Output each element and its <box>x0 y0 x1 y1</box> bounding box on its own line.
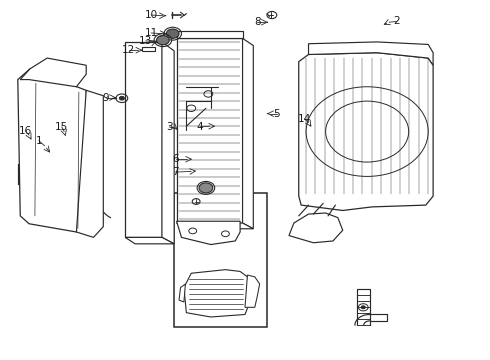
Text: 16: 16 <box>19 126 32 135</box>
Polygon shape <box>184 270 250 317</box>
Text: 2: 2 <box>393 17 400 27</box>
Text: 10: 10 <box>145 10 158 20</box>
Polygon shape <box>309 42 433 65</box>
Polygon shape <box>162 42 174 244</box>
Polygon shape <box>18 69 86 232</box>
Text: 3: 3 <box>166 122 172 132</box>
Text: 5: 5 <box>273 109 280 119</box>
Polygon shape <box>179 284 185 302</box>
Circle shape <box>199 183 213 193</box>
Text: 15: 15 <box>55 122 69 132</box>
Text: 9: 9 <box>102 93 109 103</box>
Polygon shape <box>143 46 155 51</box>
Polygon shape <box>76 90 103 237</box>
Circle shape <box>361 306 365 309</box>
Bar <box>174 193 267 327</box>
Polygon shape <box>176 31 243 39</box>
Polygon shape <box>176 39 243 223</box>
Polygon shape <box>299 53 433 211</box>
Text: 14: 14 <box>298 114 311 124</box>
Polygon shape <box>176 221 240 244</box>
Circle shape <box>166 29 179 39</box>
Text: 1: 1 <box>35 136 42 145</box>
Circle shape <box>120 96 124 100</box>
Text: 11: 11 <box>145 28 158 38</box>
Text: 13: 13 <box>139 36 152 46</box>
Text: 7: 7 <box>172 167 179 177</box>
Polygon shape <box>176 223 253 229</box>
Polygon shape <box>125 42 162 237</box>
Text: 8: 8 <box>254 17 261 27</box>
Text: 4: 4 <box>197 122 203 132</box>
Text: 6: 6 <box>172 154 179 164</box>
Polygon shape <box>243 39 253 229</box>
Polygon shape <box>289 213 343 243</box>
Text: 12: 12 <box>122 45 135 55</box>
Polygon shape <box>125 237 174 244</box>
Polygon shape <box>20 58 86 87</box>
Polygon shape <box>245 275 260 307</box>
Circle shape <box>157 36 169 45</box>
